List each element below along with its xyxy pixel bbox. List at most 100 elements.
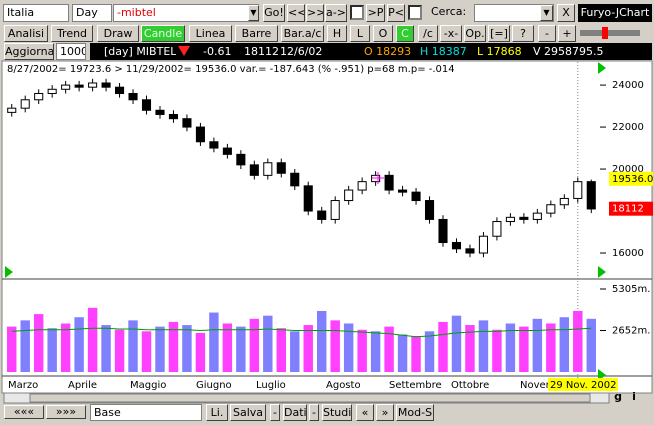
checkbox[interactable]: [408, 5, 422, 20]
volume-bar: [478, 320, 489, 372]
tab[interactable]: Analisi: [4, 25, 48, 42]
slider-thumb[interactable]: [602, 27, 608, 39]
candle-body: [34, 92, 44, 101]
candle-body: [88, 82, 98, 88]
month-label: Giugno: [196, 380, 232, 391]
volume-bar: [290, 331, 300, 372]
period-select[interactable]: Day: [72, 4, 112, 22]
volume-bar: [222, 323, 233, 372]
volume-bar: [546, 323, 556, 372]
bottom-button[interactable]: -: [309, 404, 319, 421]
volume-bar: [343, 323, 354, 372]
candle-body: [478, 235, 488, 254]
bottom-button[interactable]: Mod-S: [396, 404, 434, 421]
tool-button[interactable]: Go!: [263, 4, 285, 22]
y-tick-label: 16000: [612, 248, 644, 259]
candle-body: [546, 204, 556, 214]
nav-button[interactable]: «««: [4, 405, 44, 419]
candle-body: [236, 153, 246, 166]
bottom-button[interactable]: -: [270, 404, 280, 421]
candle-body: [61, 84, 71, 90]
candle-body: [344, 189, 354, 202]
tab[interactable]: /c: [418, 25, 438, 42]
candle-body: [492, 221, 502, 237]
info-date: 12/6/02: [280, 45, 323, 58]
y-tick-label: 22000: [612, 122, 644, 133]
slider[interactable]: [580, 30, 640, 36]
candle-body: [532, 212, 542, 220]
close-button[interactable]: X: [557, 4, 575, 22]
tab[interactable]: +: [558, 25, 576, 42]
info-volume: V 2958795.5: [533, 45, 604, 58]
marker-triangle: [598, 62, 606, 74]
price-marker: [609, 201, 653, 216]
bottom-button[interactable]: «: [356, 404, 374, 421]
bottom-button[interactable]: Studi: [322, 404, 352, 421]
candle-body: [222, 147, 232, 155]
base-input[interactable]: Base: [90, 404, 202, 421]
month-label: Agosto: [326, 380, 361, 391]
volume-bar: [505, 323, 516, 372]
tab[interactable]: ?: [512, 25, 534, 42]
tab[interactable]: H: [327, 25, 347, 42]
bottom-button[interactable]: Salva: [230, 404, 266, 421]
volume-bar: [263, 315, 273, 372]
bottom-button[interactable]: »: [376, 404, 394, 421]
side-label[interactable]: g: [614, 390, 622, 403]
tab[interactable]: Bar.a/c: [281, 25, 324, 42]
cursor-date: 29 Nov. 2002: [550, 380, 616, 391]
candle-body: [330, 200, 340, 220]
search-input[interactable]: [474, 4, 554, 22]
dropdown-arrow[interactable]: ▼: [540, 5, 553, 21]
tab[interactable]: Candle: [141, 25, 185, 42]
dropdown-arrow[interactable]: ▼: [248, 5, 259, 21]
tab[interactable]: C: [396, 25, 414, 42]
market-select[interactable]: Italia: [3, 4, 69, 22]
month-label: Marzo: [8, 380, 38, 391]
info-bar: [90, 43, 652, 60]
candle-body: [465, 248, 475, 254]
month-label: Novembre: [520, 380, 572, 391]
tab[interactable]: Barre: [235, 25, 278, 42]
candle-body: [263, 162, 273, 176]
volume-bar: [397, 334, 408, 372]
candle-body: [195, 126, 205, 143]
volume-bar: [276, 328, 287, 372]
volume-average: [11, 327, 592, 338]
checkbox[interactable]: [350, 5, 364, 20]
volume-bar: [411, 336, 421, 372]
refresh-button[interactable]: Aggiorna: [4, 43, 54, 60]
candle-body: [424, 200, 435, 220]
tab[interactable]: Draw: [97, 25, 139, 42]
tab[interactable]: O: [373, 25, 393, 42]
side-label[interactable]: i: [632, 390, 636, 403]
bottom-button[interactable]: Dati: [283, 404, 307, 421]
nav-button[interactable]: »»»: [46, 405, 86, 419]
candle-body: [357, 181, 367, 191]
tab[interactable]: [=]: [488, 25, 510, 42]
volume-tick-label: 5305m.: [612, 284, 650, 295]
volume-bar: [47, 328, 57, 372]
tool-button[interactable]: >P: [366, 4, 385, 22]
symbol-select[interactable]: -mibtel: [113, 4, 259, 22]
cross: [372, 172, 384, 184]
tab[interactable]: L: [350, 25, 370, 42]
tool-button[interactable]: a->: [325, 4, 347, 22]
tool-button[interactable]: P<: [387, 4, 405, 22]
tab[interactable]: -x-: [440, 25, 462, 42]
tab[interactable]: Linea: [189, 25, 232, 42]
tool-button[interactable]: <<: [287, 4, 305, 22]
tab[interactable]: -: [538, 25, 556, 42]
volume-bar: [316, 310, 327, 372]
tab[interactable]: Op.: [464, 25, 486, 42]
tool-button[interactable]: >>: [306, 4, 324, 22]
count-input[interactable]: 1000: [56, 43, 86, 60]
bottom-button[interactable]: Li.: [206, 404, 228, 421]
price-marker: [609, 171, 653, 186]
candle-body: [20, 99, 30, 109]
tab[interactable]: Trend: [51, 25, 93, 42]
candle-body: [115, 86, 125, 94]
info-name: [day] MIBTEL: [104, 45, 177, 58]
volume-bar: [141, 331, 152, 372]
candle-body: [101, 82, 111, 88]
